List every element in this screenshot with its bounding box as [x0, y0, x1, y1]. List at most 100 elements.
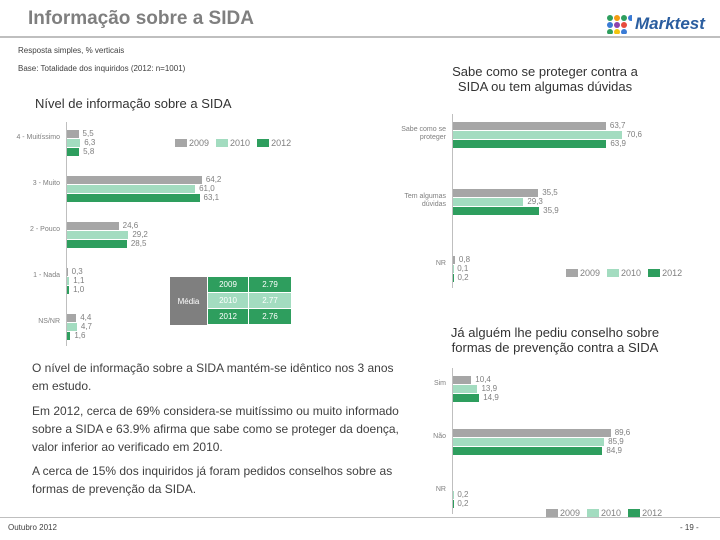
legend: 2009 2010 2012 — [546, 508, 666, 518]
bar — [453, 447, 603, 455]
legend-item: 2010 — [216, 138, 250, 148]
chart-title: Já alguém lhe pediu conselho sobre forma… — [450, 325, 660, 355]
bar — [67, 185, 196, 193]
logo-text: Marktest — [635, 14, 705, 33]
legend-label: 2010 — [621, 268, 642, 278]
value-label: 6,3 — [84, 138, 96, 147]
category-label: 4 - Muitíssimo — [16, 134, 60, 141]
legend-label: 2009 — [580, 268, 601, 278]
value-label: 0,1 — [457, 264, 469, 273]
media-year: 2010 — [208, 293, 248, 308]
bar — [67, 194, 200, 202]
category-label: 1 - Nada — [33, 272, 60, 279]
value-label: 0,2 — [457, 499, 469, 508]
bar — [67, 231, 129, 239]
value-label: 35,9 — [543, 206, 559, 215]
response-note: Resposta simples, % verticais — [18, 46, 125, 55]
media-year: 2009 — [208, 277, 248, 292]
media-value: 2.79 — [249, 277, 291, 292]
chart-title: Nível de informação sobre a SIDA — [35, 96, 232, 111]
value-label: 84,9 — [606, 446, 622, 455]
bar — [453, 429, 611, 437]
legend-label: 2010 — [230, 138, 251, 148]
bar — [67, 240, 127, 248]
bar — [67, 323, 77, 331]
media-value: 2.77 — [249, 293, 291, 308]
chart-title: Sabe como se proteger contra a SIDA ou t… — [452, 64, 638, 94]
value-label: 0,2 — [457, 273, 469, 282]
value-label: 0,3 — [71, 267, 83, 276]
bar — [453, 140, 607, 148]
legend-label: 2009 — [560, 508, 581, 518]
value-label: 0,8 — [458, 255, 471, 264]
legend-swatch — [175, 139, 187, 147]
legend-item: 2010 — [607, 268, 641, 278]
legend-label: 2012 — [642, 508, 663, 518]
value-label: 1,6 — [74, 331, 86, 340]
base-note: Base: Totalidade dos inquiridos (2012: n… — [18, 64, 186, 73]
bar — [67, 268, 68, 276]
value-label: 89,6 — [614, 428, 631, 437]
footer-date: Outubro 2012 — [8, 523, 57, 532]
value-label: 64,2 — [205, 175, 222, 184]
value-label: 5,8 — [83, 147, 95, 156]
media-label: Média — [170, 277, 207, 325]
category-label: Tem algumas dúvidas — [404, 193, 446, 208]
category-label: Não — [433, 433, 446, 440]
bar — [453, 207, 540, 215]
value-label: 14,9 — [483, 393, 499, 402]
legend-label: 2010 — [601, 508, 622, 518]
legend-swatch — [587, 509, 600, 517]
legend-label: 2012 — [662, 268, 683, 278]
media-year: 2012 — [208, 309, 248, 324]
paragraph: Em 2012, cerca de 69% considera-se muití… — [32, 404, 399, 454]
value-label: 10,4 — [475, 375, 491, 384]
bar — [67, 286, 70, 294]
value-label: 5,5 — [82, 129, 94, 138]
value-label: 63,9 — [610, 139, 626, 148]
footer-line — [0, 517, 720, 518]
legend-swatch — [628, 509, 641, 517]
bar — [453, 256, 455, 264]
bar — [453, 376, 472, 384]
axis-line — [452, 114, 453, 288]
paragraph: A cerca de 15% dos inquiridos já foram p… — [32, 464, 393, 496]
logo: Marktest — [606, 14, 705, 34]
bar — [453, 394, 480, 402]
paragraph: O nível de informação sobre a SIDA manté… — [32, 361, 394, 393]
value-label: 4,4 — [80, 313, 92, 322]
bar — [67, 176, 202, 184]
value-label: 29,3 — [527, 197, 543, 206]
value-label: 29,2 — [132, 230, 148, 239]
bar — [453, 122, 606, 130]
bar — [67, 314, 77, 322]
value-label: 0,2 — [457, 490, 469, 499]
axis-line — [66, 122, 67, 346]
legend-item: 2009 — [546, 508, 580, 518]
value-label: 24,6 — [122, 221, 139, 230]
value-label: 61,0 — [199, 184, 215, 193]
value-label: 13,9 — [481, 384, 498, 393]
legend-swatch — [648, 269, 661, 277]
value-label: 63,1 — [203, 193, 220, 202]
legend-swatch — [257, 139, 270, 147]
page-number: - 19 - — [680, 523, 699, 532]
legend-item: 2012 — [648, 268, 682, 278]
legend-item: 2012 — [257, 138, 291, 148]
legend-swatch — [566, 269, 578, 277]
legend-item: 2012 — [628, 508, 662, 518]
category-label: NR — [435, 486, 446, 493]
legend-item: 2010 — [587, 508, 621, 518]
value-label: 4,7 — [80, 322, 92, 331]
axis-line — [452, 368, 453, 514]
value-label: 35,5 — [542, 188, 558, 197]
media-value: 2.76 — [249, 309, 291, 324]
legend-swatch — [607, 269, 620, 277]
category-label: Sabe como se proteger — [401, 126, 446, 141]
value-label: 85,9 — [608, 437, 624, 446]
legend: 2009 2010 2012 — [175, 138, 295, 148]
value-label: 1,0 — [73, 285, 85, 294]
slide-title: Informação sobre a SIDA — [28, 8, 254, 29]
value-label: 28,5 — [130, 239, 147, 248]
